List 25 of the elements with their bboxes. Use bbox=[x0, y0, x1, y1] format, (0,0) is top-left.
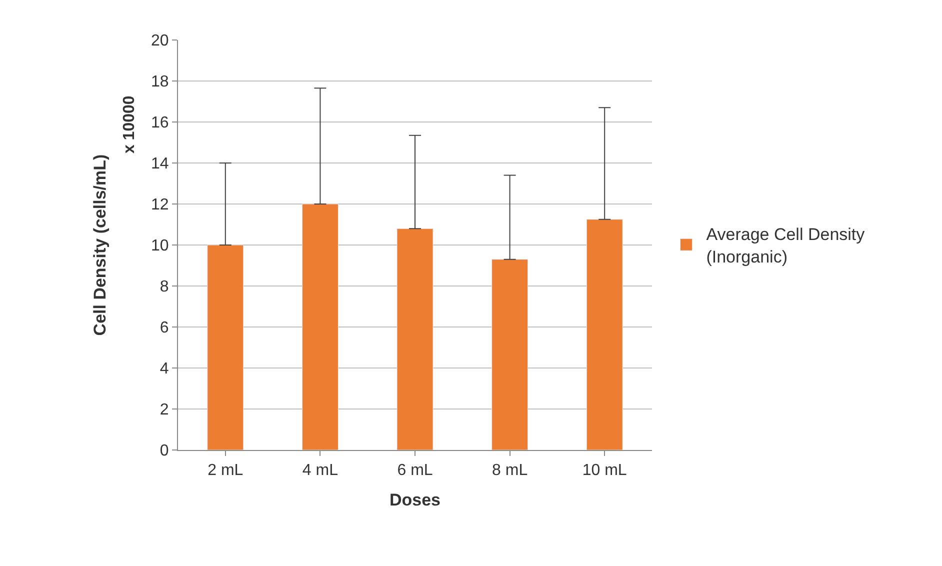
text: x 10000 bbox=[120, 96, 138, 154]
bar bbox=[396, 228, 434, 450]
bar bbox=[492, 259, 528, 450]
y-tick-label: 8 bbox=[160, 278, 169, 296]
x-tick-label: 10 mL bbox=[582, 462, 627, 480]
x-tick-label: 8 mL bbox=[492, 462, 528, 480]
x-tick-label: 6 mL bbox=[397, 462, 433, 480]
legend-label: Average Cell Density (Inorganic) bbox=[706, 225, 866, 266]
y-tick-label: 16 bbox=[151, 114, 169, 132]
x-tick-label: 2 mL bbox=[208, 462, 244, 480]
y-tick-label: 12 bbox=[151, 196, 169, 214]
y-tick-label: 14 bbox=[151, 156, 169, 173]
x-axis-title: Doses bbox=[389, 490, 441, 510]
bar bbox=[302, 204, 338, 450]
y-tick-label: 4 bbox=[160, 360, 169, 378]
bar bbox=[586, 219, 623, 450]
y-tick-label: 10 bbox=[151, 238, 169, 255]
bar bbox=[207, 244, 244, 450]
y-tick-label: 18 bbox=[151, 74, 169, 91]
y-tick-label: 0 bbox=[160, 442, 169, 460]
y-tick-label: 2 bbox=[160, 402, 169, 419]
x-tick-label: 4 mL bbox=[302, 462, 338, 480]
y-tick-label: 6 bbox=[160, 320, 169, 337]
y-tick-label: 20 bbox=[151, 32, 169, 50]
y-axis-title: Cell Density (cells/mL) bbox=[90, 154, 110, 336]
